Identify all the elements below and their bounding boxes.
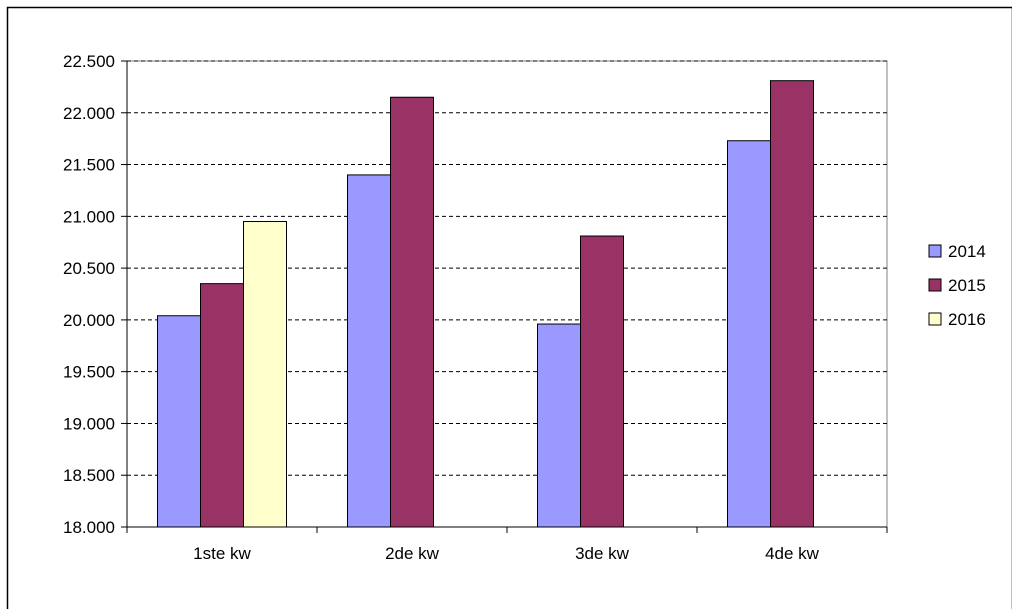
bar-2014-3 [538, 324, 581, 527]
bar-2014-4 [728, 141, 771, 527]
legend-swatch-2015 [929, 279, 941, 291]
bar-2014-1 [158, 316, 201, 527]
y-tick-label: 21.500 [63, 156, 115, 175]
y-tick-label: 18.000 [63, 518, 115, 537]
y-tick-label: 19.000 [63, 414, 115, 433]
y-tick-label: 20.500 [63, 259, 115, 278]
legend-label-2014: 2014 [948, 242, 986, 261]
bar-2015-2 [391, 97, 434, 527]
x-tick-label: 3de kw [575, 544, 630, 563]
bar-2014-2 [348, 175, 391, 527]
y-tick-label: 21.000 [63, 207, 115, 226]
y-tick-label: 18.500 [63, 466, 115, 485]
legend-swatch-2016 [929, 313, 941, 325]
bar-2015-4 [771, 81, 814, 527]
x-tick-label: 1ste kw [193, 544, 251, 563]
bar-2015-1 [201, 284, 244, 527]
x-tick-label: 2de kw [385, 544, 440, 563]
x-tick-label: 4de kw [765, 544, 820, 563]
y-tick-label: 19.500 [63, 363, 115, 382]
legend-swatch-2014 [929, 245, 941, 257]
bar-2016-1 [244, 222, 287, 527]
legend-label-2016: 2016 [948, 310, 986, 329]
y-tick-label: 22.000 [63, 104, 115, 123]
legend: 2014 2015 2016 [929, 242, 986, 329]
y-tick-label: 22.500 [63, 52, 115, 71]
bar-2015-3 [581, 236, 624, 527]
legend-label-2015: 2015 [948, 276, 986, 295]
y-tick-label: 20.000 [63, 311, 115, 330]
